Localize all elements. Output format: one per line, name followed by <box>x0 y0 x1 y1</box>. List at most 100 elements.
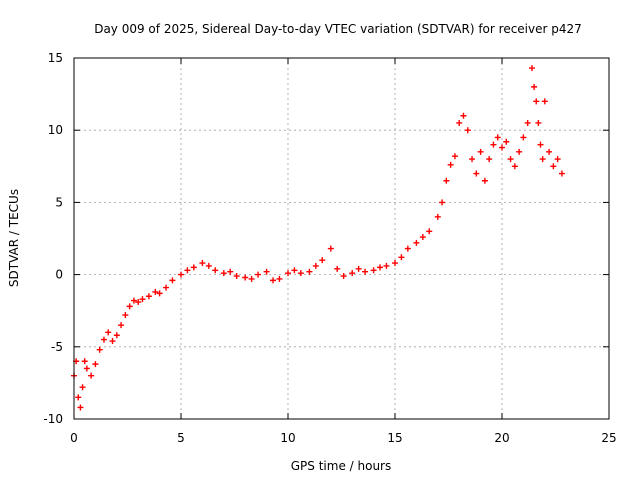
data-point <box>319 257 326 264</box>
data-point <box>190 264 197 271</box>
plot-frame <box>73 57 610 420</box>
data-points <box>71 65 565 411</box>
data-point <box>297 270 304 277</box>
data-point <box>212 267 219 274</box>
data-point <box>227 268 234 275</box>
y-tick-label: 10 <box>48 123 63 137</box>
data-point <box>130 297 137 304</box>
data-point <box>113 332 120 339</box>
data-point <box>312 262 319 269</box>
data-point <box>220 270 227 277</box>
x-axis-label: GPS time / hours <box>291 459 392 473</box>
y-tick-label: 0 <box>55 268 63 282</box>
data-point <box>122 312 129 319</box>
data-point <box>524 119 531 126</box>
data-point <box>377 264 384 271</box>
data-point <box>398 254 405 261</box>
data-point <box>477 148 484 155</box>
data-point <box>434 213 441 220</box>
data-point <box>79 384 86 391</box>
data-point <box>152 288 159 295</box>
data-point <box>118 322 125 329</box>
y-tick-label: 15 <box>48 51 63 65</box>
data-point <box>473 170 480 177</box>
data-point <box>291 267 298 274</box>
data-point <box>486 156 493 163</box>
data-point <box>546 148 553 155</box>
data-point <box>541 98 548 105</box>
data-point <box>276 275 283 282</box>
data-point <box>494 134 501 141</box>
x-tick-label: 10 <box>280 431 295 445</box>
data-point <box>550 163 557 170</box>
data-point <box>535 119 542 126</box>
data-point <box>349 270 356 277</box>
data-point <box>263 268 270 275</box>
data-point <box>460 112 467 119</box>
data-point <box>96 346 103 353</box>
data-point <box>233 273 240 280</box>
data-point <box>145 293 152 300</box>
data-point <box>404 245 411 252</box>
data-point <box>537 141 544 148</box>
data-point <box>81 358 88 365</box>
data-point <box>83 365 90 372</box>
data-point <box>156 290 163 297</box>
data-point <box>306 268 313 275</box>
data-point <box>451 153 458 160</box>
data-point <box>205 262 212 269</box>
data-point <box>503 138 510 145</box>
data-point <box>558 170 565 177</box>
data-point <box>531 83 538 90</box>
data-point <box>92 361 99 368</box>
data-point <box>178 271 184 278</box>
data-point <box>139 296 146 303</box>
data-point <box>75 394 82 401</box>
chart-title: Day 009 of 2025, Sidereal Day-to-day VTE… <box>94 22 582 36</box>
x-tick-label: 20 <box>494 431 509 445</box>
data-point <box>100 336 107 343</box>
data-point <box>392 260 398 267</box>
data-point <box>135 299 142 306</box>
y-tick-label: 5 <box>55 195 63 209</box>
x-tick-label: 5 <box>177 431 185 445</box>
data-point <box>554 156 561 163</box>
data-point <box>105 329 112 336</box>
data-point <box>413 239 420 246</box>
data-point <box>499 144 505 151</box>
data-point <box>77 404 84 411</box>
data-point <box>109 338 116 345</box>
y-tick-label: -10 <box>43 412 63 426</box>
data-point <box>443 177 450 184</box>
grid <box>74 58 609 419</box>
data-point <box>426 228 433 235</box>
data-point <box>439 199 446 206</box>
data-point <box>520 134 527 141</box>
axis-ticks: 0 5 10 15 20 25 -10 -5 0 5 10 15 <box>43 51 616 445</box>
data-point <box>255 271 262 278</box>
data-point <box>383 262 390 269</box>
data-point <box>340 273 347 280</box>
data-point <box>370 267 377 274</box>
data-point <box>334 265 341 272</box>
data-point <box>362 268 369 275</box>
data-point <box>469 156 476 163</box>
data-point <box>490 141 497 148</box>
data-point <box>464 127 471 134</box>
data-point <box>533 98 540 105</box>
data-point <box>539 156 546 163</box>
x-tick-label: 15 <box>387 431 402 445</box>
data-point <box>511 163 518 170</box>
y-axis-label: SDTVAR / TECUs <box>7 189 21 287</box>
data-point <box>516 148 523 155</box>
data-point <box>419 234 426 241</box>
y-tick-label: -5 <box>51 340 63 354</box>
data-point <box>169 277 176 284</box>
data-point <box>163 284 170 291</box>
data-point <box>126 303 133 310</box>
data-point <box>285 270 291 277</box>
data-point <box>507 156 514 163</box>
data-point <box>199 260 206 267</box>
data-point <box>248 275 255 282</box>
